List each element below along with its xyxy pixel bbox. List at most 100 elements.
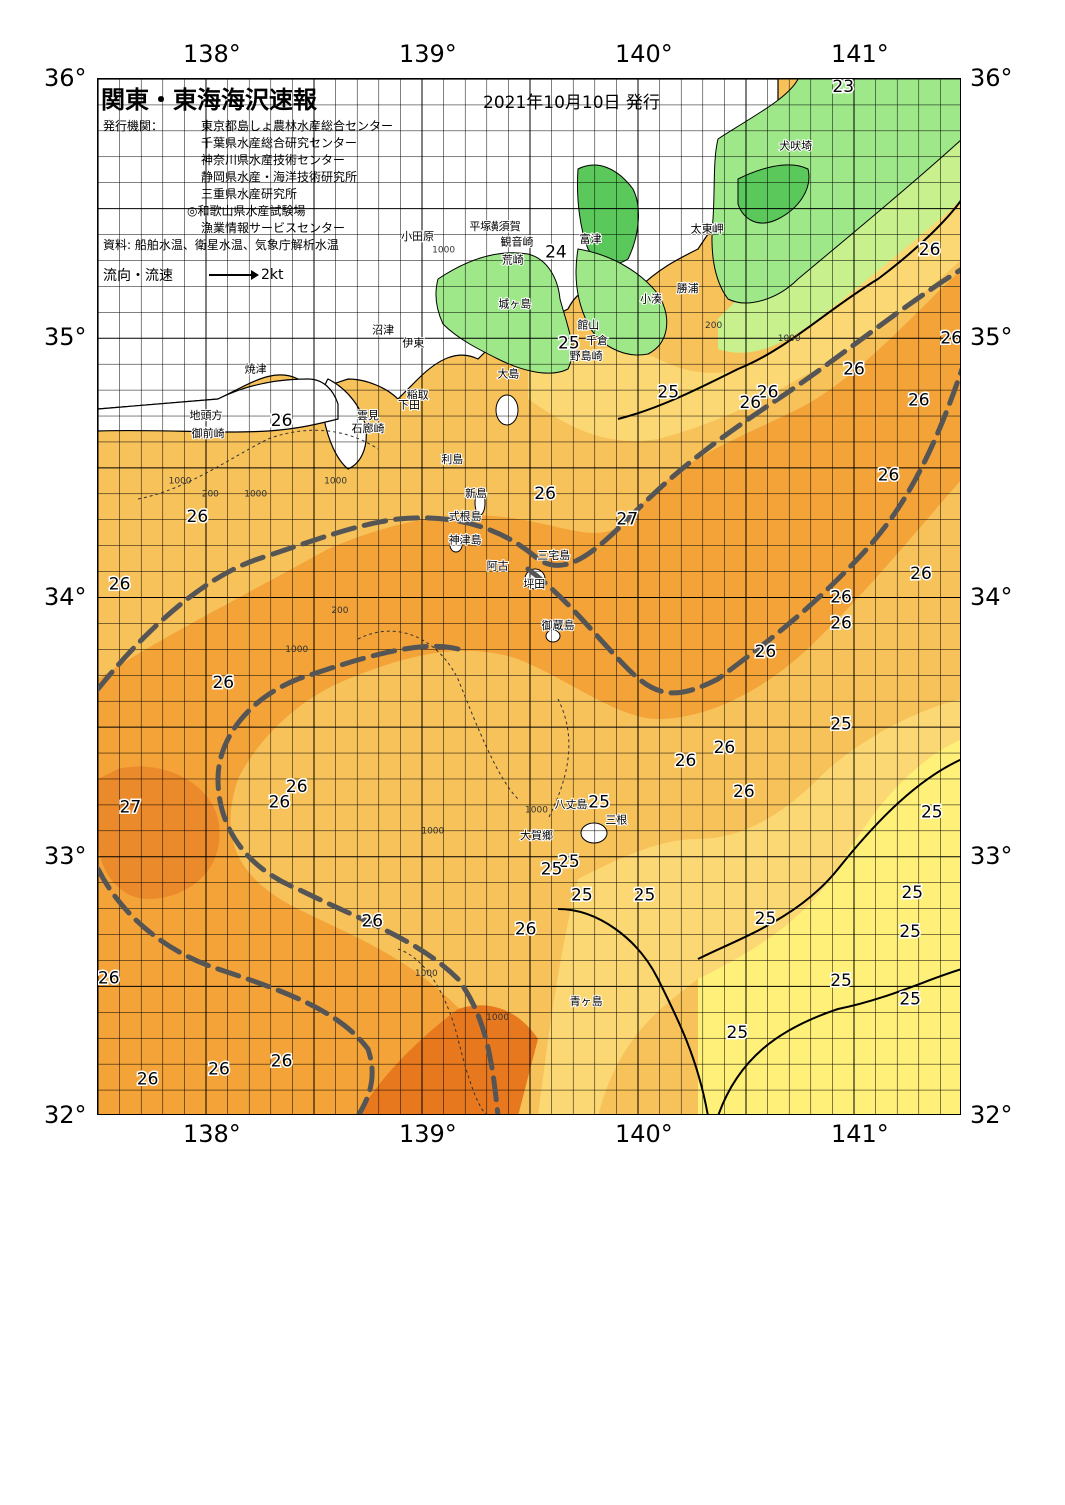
depth-label: 200 [331,606,348,616]
temperature-label: 26 [878,466,900,486]
longitude-label: 141° [831,40,889,68]
place-name: 神津島 [449,532,482,546]
place-name: 野島崎 [570,348,603,362]
temperature-label: 26 [830,613,852,633]
place-name: 坪田 [523,578,545,591]
temperature-label: 26 [910,564,932,584]
longitude-label: 139° [399,40,457,68]
temperature-label: 25 [558,333,580,353]
temperature-label: 26 [733,782,755,802]
temperature-label: 25 [899,922,921,942]
temperature-label: 25 [755,909,777,929]
place-name: 利島 [441,452,463,466]
temperature-label: 25 [830,715,852,735]
temperature-label: 26 [843,359,865,379]
place-name: 焼津 [245,362,267,375]
place-name: 下田 [398,399,420,412]
temperature-label: 26 [714,738,736,758]
longitude-label: 140° [615,40,673,68]
place-name: 大賀郷 [520,828,553,842]
latitude-label: 34° [970,582,1013,611]
place-name: 勝浦 [677,281,699,295]
temperature-label: 25 [657,383,679,403]
kuroshio-axis [98,267,960,1114]
map-title: 関東・東海海沢速報 [101,86,317,114]
latitude-label: 35° [44,323,87,352]
place-name: 犬吠埼 [779,138,812,152]
longitude-label: 139° [399,1120,457,1148]
place-name: 青ヶ島 [570,994,603,1008]
sea-temperature-map: 1000 200 1000 1000 200 1000 200 1000 1000 1000 100… [97,78,961,1115]
temperature-label: 23 [832,79,854,97]
depth-label: 1000 [778,334,801,344]
place-name: 城ヶ島 [498,297,531,311]
temperature-label: 27 [616,510,638,530]
latitude-label: 33° [970,841,1013,870]
temperature-label: 25 [571,886,593,906]
temperature-label: 24 [545,243,567,263]
latitude-label: 32° [44,1101,87,1129]
place-name: 三根 [605,812,627,826]
publisher-item: 東京都島しょ農林水産総合センター [201,119,394,133]
temperature-label: 26 [675,751,697,771]
publisher-label: 発行機関： [103,119,164,133]
map-canvas: 1000 200 1000 1000 200 1000 200 1000 1000 1000 100… [98,79,960,1114]
place-name: 小湊 [640,291,662,305]
place-name: 阿古 [487,559,509,572]
temperature-label: 25 [921,803,943,823]
current-legend: 流向・流速 2kt [103,265,284,285]
publisher-item: ◎和歌山県水産試験場 [187,204,306,218]
depth-label: 1000 [169,476,192,486]
latitude-label: 33° [44,841,87,870]
place-name: 沼津 [372,322,394,336]
warm-zone [98,270,960,1114]
issue-date: 2021年10月10日 発行 [483,93,660,113]
current-arrow-icon [209,270,259,280]
temperature-label: 26 [515,919,537,939]
depth-label: 1000 [285,645,308,655]
place-name: 荒崎 [502,252,524,266]
place-name: 伊東 [402,336,424,349]
longitude-label: 138° [183,40,241,68]
longitude-label: 138° [183,1120,241,1148]
latitude-label: 32° [970,1101,1013,1129]
temperature-label: 25 [727,1023,749,1043]
hot-zone-small [98,766,220,899]
place-name: 八丈島 [555,797,588,811]
temperature-label: 26 [271,1052,293,1072]
temperature-label: 25 [634,886,656,906]
place-name: 御前崎 [192,426,225,440]
latitude-label: 36° [44,64,87,92]
temperature-label: 26 [534,484,556,504]
temperature-label: 25 [830,971,852,991]
longitude-label: 141° [831,1120,889,1148]
place-name: 平塚 [469,220,491,233]
place-name: 富津 [579,232,601,246]
isotherm-contours [557,200,960,1114]
depth-label: 1000 [244,489,267,499]
temperature-label: 26 [908,390,930,410]
temperature-label: 26 [137,1070,159,1090]
temperature-label: 26 [286,777,308,797]
place-name: 千倉 [586,333,608,347]
cool-zone [698,719,960,1114]
data-source: 資料: 船舶水温、衛星水温、気象庁解析水温 [103,238,339,252]
place-name: 雲見 [357,409,379,422]
publisher-item: 神奈川県水産技術センター [201,153,346,167]
temperature-label: 26 [271,411,293,431]
current-scale: 2kt [261,267,284,283]
place-name: 観音崎 [501,234,534,248]
current-label: 流向・流速 [103,268,173,284]
temperature-label: 25 [588,792,610,812]
place-name: 大島 [497,367,519,381]
place-name: 館山 [577,317,599,331]
depth-label: 1000 [324,476,347,486]
place-name: 太東岬 [691,222,724,235]
temperature-label: 26 [269,792,291,812]
title-block: 関東・東海海沢速報 [101,80,317,115]
place-name: 三宅島 [537,548,570,562]
latitude-label: 35° [970,323,1013,352]
depth-label: 1000 [421,826,444,836]
